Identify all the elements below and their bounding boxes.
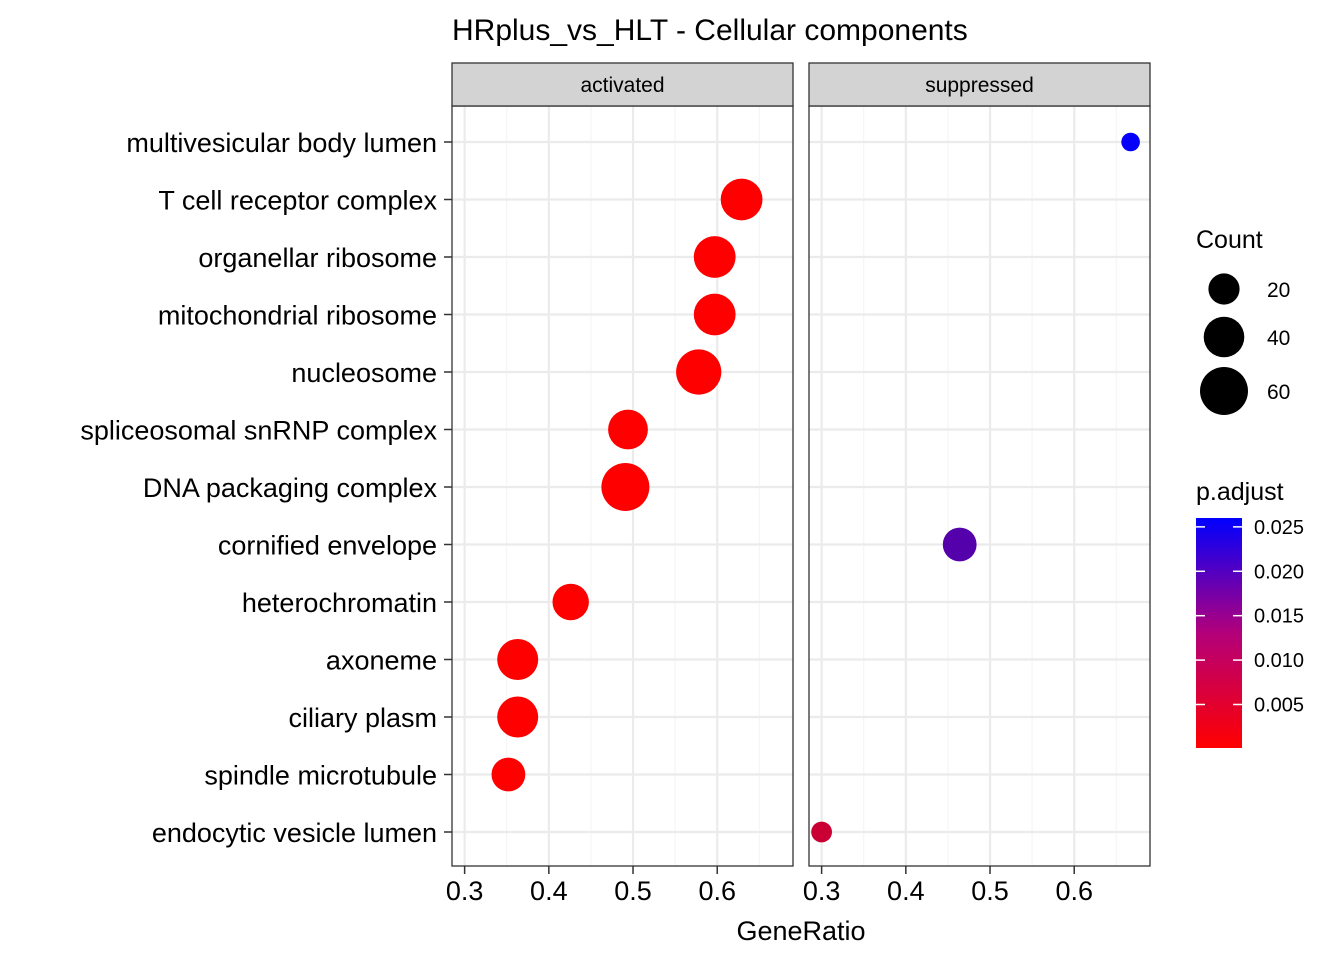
y-label-axoneme: axoneme <box>326 646 437 676</box>
x-tick-label: 0.3 <box>803 876 841 906</box>
panels-group: activated 0.3 0.4 0.5 0.6 suppressed 0.3 0.4 0.5… <box>446 62 1151 906</box>
strip-label-activated: activated <box>580 74 664 97</box>
point-suppressed-multivesicular-body-lumen <box>1121 132 1140 152</box>
x-tick-label: 0.6 <box>1055 876 1093 906</box>
x-tick-label: 0.3 <box>446 876 484 906</box>
y-label-t-cell-receptor-complex: T cell receptor complex <box>158 186 437 216</box>
colorbar-label-4: 0.025 <box>1254 517 1304 539</box>
y-label-mitochondrial-ribosome: mitochondrial ribosome <box>158 301 437 331</box>
colorbar-label-3: 0.020 <box>1254 561 1304 583</box>
count-legend-label-20: 20 <box>1267 279 1290 302</box>
y-label-spliceosomal-snrnp-complex: spliceosomal snRNP complex <box>80 416 437 446</box>
colorbar-label-2: 0.015 <box>1254 606 1304 628</box>
x-tick-label: 0.4 <box>887 876 925 906</box>
panel-suppressed: suppressed 0.3 0.4 0.5 0.6 <box>803 62 1151 906</box>
point-activated-mitochondrial-ribosome <box>693 293 736 336</box>
y-label-heterochromatin: heterochromatin <box>242 588 437 618</box>
y-axis-labels: multivesicular body lumen T cell receptor… <box>80 128 452 848</box>
count-legend: Count 20 40 60 <box>1196 226 1290 415</box>
y-label-endocytic-vesicle-lumen: endocytic vesicle lumen <box>152 818 437 848</box>
point-activated-heterochromatin <box>552 583 589 621</box>
point-activated-nucleosome <box>676 349 722 395</box>
point-activated-organellar-ribosome <box>693 236 736 278</box>
p-adjust-legend: p.adjust 0.005 0.010 0.015 0.020 0.025 <box>1196 478 1304 748</box>
point-activated-axoneme <box>497 639 539 680</box>
p-adjust-colorbar <box>1196 518 1242 748</box>
y-label-ciliary-plasm: ciliary plasm <box>288 703 437 733</box>
y-label-organellar-ribosome: organellar ribosome <box>198 243 437 273</box>
chart-title: HRplus_vs_HLT - Cellular components <box>452 14 968 47</box>
count-legend-key-60 <box>1200 367 1248 415</box>
count-legend-title: Count <box>1196 226 1263 254</box>
point-activated-dna-packaging-complex <box>601 463 650 511</box>
count-legend-key-20 <box>1208 273 1240 305</box>
x-tick-label: 0.6 <box>698 876 736 906</box>
x-axis-title: GeneRatio <box>736 916 865 946</box>
colorbar-label-0: 0.005 <box>1254 694 1304 716</box>
point-activated-t-cell-receptor-complex <box>720 178 763 221</box>
point-activated-spliceosomal-snrnp-complex <box>608 409 648 450</box>
x-tick-label: 0.5 <box>971 876 1009 906</box>
y-label-spindle-microtubule: spindle microtubule <box>204 761 437 791</box>
x-tick-label: 0.5 <box>614 876 652 906</box>
point-suppressed-cornified-envelope <box>942 527 977 562</box>
point-suppressed-endocytic-vesicle-lumen <box>811 821 832 843</box>
count-legend-label-40: 40 <box>1267 327 1290 350</box>
y-label-nucleosome: nucleosome <box>291 358 437 388</box>
y-label-multivesicular-body-lumen: multivesicular body lumen <box>126 128 437 158</box>
y-label-dna-packaging-complex: DNA packaging complex <box>143 473 438 503</box>
x-tick-label: 0.4 <box>530 876 568 906</box>
panel-activated: activated 0.3 0.4 0.5 0.6 <box>446 62 794 906</box>
p-adjust-legend-title: p.adjust <box>1196 478 1284 506</box>
count-legend-label-60: 60 <box>1267 381 1290 404</box>
strip-label-suppressed: suppressed <box>925 74 1034 97</box>
count-legend-key-40 <box>1203 316 1245 358</box>
point-activated-spindle-microtubule <box>491 757 526 792</box>
y-label-cornified-envelope: cornified envelope <box>218 531 437 561</box>
colorbar-label-1: 0.010 <box>1254 650 1304 672</box>
strip-suppressed <box>808 62 1151 107</box>
strip-activated <box>451 62 794 107</box>
point-activated-ciliary-plasm <box>497 696 539 738</box>
